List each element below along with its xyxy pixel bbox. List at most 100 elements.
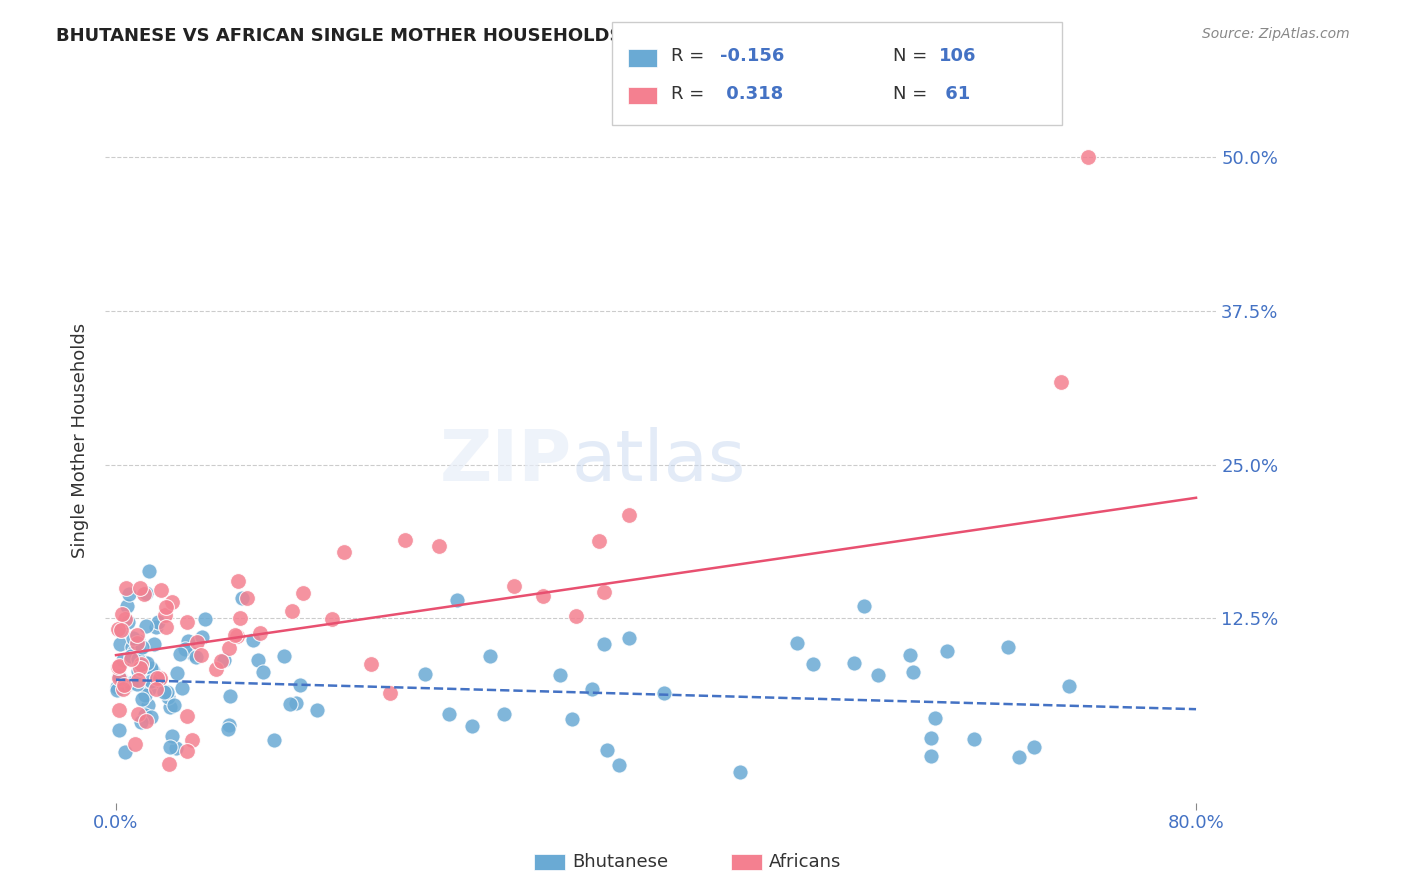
Point (135, 619, 157, 633)
Point (120, 648, 142, 663)
Point (163, 698, 186, 712)
Point (728, 764, 751, 779)
Point (128, 644, 150, 658)
Point (1008, 750, 1031, 764)
Text: BHUTANESE VS AFRICAN SINGLE MOTHER HOUSEHOLDS CORRELATION CHART: BHUTANESE VS AFRICAN SINGLE MOTHER HOUSE… (56, 27, 844, 45)
Point (141, 664, 163, 678)
Point (138, 565, 160, 579)
Point (246, 653, 269, 667)
Point (107, 623, 129, 637)
Text: Bhutanese: Bhutanese (572, 853, 668, 871)
Point (152, 685, 174, 699)
Text: N =: N = (893, 85, 932, 103)
Point (107, 669, 129, 683)
Point (139, 710, 162, 724)
Point (136, 698, 159, 712)
Point (132, 662, 155, 676)
Point (127, 636, 149, 650)
Point (997, 640, 1019, 655)
Text: 61: 61 (939, 85, 970, 103)
Point (114, 612, 136, 626)
Point (176, 615, 198, 630)
Point (157, 757, 180, 772)
Point (273, 648, 295, 663)
Point (194, 612, 217, 626)
Point (593, 637, 616, 651)
Point (226, 574, 249, 588)
Point (278, 697, 301, 711)
Text: Source: ZipAtlas.com: Source: ZipAtlas.com (1202, 27, 1350, 41)
Point (307, 703, 329, 717)
Point (139, 661, 162, 675)
Point (122, 631, 145, 645)
Point (155, 599, 177, 614)
Y-axis label: Single Mother Households: Single Mother Households (72, 322, 89, 558)
Point (129, 657, 152, 672)
Point (148, 674, 170, 689)
Point (565, 608, 588, 623)
Point (117, 615, 139, 630)
Point (901, 665, 924, 680)
Point (252, 665, 274, 680)
Point (1059, 679, 1081, 693)
Point (204, 662, 226, 676)
Point (652, 686, 675, 700)
Point (415, 666, 437, 681)
Point (146, 671, 169, 685)
Point (129, 661, 152, 675)
Point (134, 655, 156, 669)
Point (145, 620, 167, 634)
Point (617, 508, 640, 522)
Point (170, 681, 193, 696)
Point (242, 632, 264, 647)
Point (184, 650, 207, 665)
Point (226, 629, 249, 643)
Point (360, 657, 382, 672)
Point (166, 665, 188, 680)
Point (134, 707, 156, 722)
Point (162, 729, 184, 743)
Point (786, 636, 808, 650)
Point (595, 742, 617, 756)
Text: 0.318: 0.318 (720, 85, 783, 103)
Text: atlas: atlas (572, 427, 747, 496)
Point (127, 665, 149, 679)
Text: R =: R = (671, 47, 710, 65)
Point (212, 652, 235, 666)
Point (124, 737, 146, 751)
Point (127, 628, 149, 642)
Point (176, 633, 198, 648)
Point (898, 648, 921, 663)
Point (108, 623, 131, 637)
Point (169, 647, 191, 661)
Point (108, 659, 131, 673)
Point (866, 667, 889, 681)
Point (427, 539, 450, 553)
Point (1050, 375, 1073, 389)
Point (156, 684, 179, 698)
Point (155, 608, 177, 623)
Point (394, 533, 416, 548)
Point (108, 702, 131, 716)
Point (165, 741, 187, 756)
Point (935, 644, 957, 658)
Point (263, 733, 285, 747)
Point (285, 696, 308, 710)
Point (479, 648, 502, 663)
Point (801, 657, 824, 672)
Point (117, 599, 139, 614)
Point (1022, 740, 1045, 755)
Point (174, 641, 197, 656)
Point (159, 739, 181, 754)
Point (249, 626, 271, 640)
Point (963, 731, 986, 746)
Point (108, 671, 131, 685)
Point (378, 686, 401, 700)
Point (120, 675, 142, 690)
Point (186, 635, 208, 649)
Point (548, 668, 571, 682)
Point (181, 647, 204, 661)
Point (924, 711, 946, 725)
Point (131, 714, 153, 729)
Point (218, 717, 240, 731)
